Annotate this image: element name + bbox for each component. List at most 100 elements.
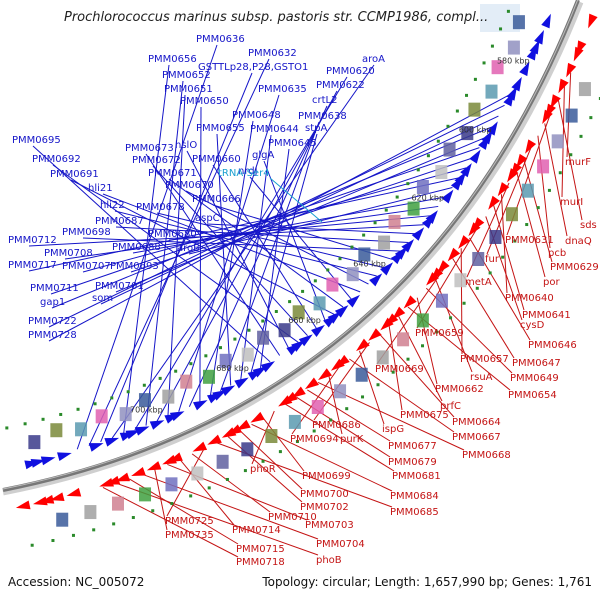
forward-gene-label[interactable]: PMM0678 xyxy=(136,202,185,213)
reverse-gene-arrow[interactable] xyxy=(207,434,222,445)
forward-gene-label[interactable]: PMM0622 xyxy=(316,80,365,91)
forward-gene-label[interactable]: hslO xyxy=(175,140,197,151)
forward-gene-arrow[interactable] xyxy=(57,452,72,462)
reverse-gene-label[interactable]: PMM0694 xyxy=(290,434,339,445)
forward-gene-arrow[interactable] xyxy=(369,273,383,287)
forward-gene-label[interactable]: aspC xyxy=(195,213,220,224)
forward-gene-arrow[interactable] xyxy=(234,377,249,389)
forward-gene-label[interactable]: PMM0644 xyxy=(250,124,299,135)
forward-gene-label[interactable]: PMM0655 xyxy=(196,123,245,134)
forward-gene-arrow[interactable] xyxy=(88,443,104,452)
reverse-gene-arrow[interactable] xyxy=(437,260,450,274)
reverse-gene-label[interactable]: PMM0725 xyxy=(165,516,214,527)
reverse-gene-arrow[interactable] xyxy=(146,461,162,471)
reverse-gene-arrow[interactable] xyxy=(392,306,406,320)
forward-gene-label[interactable]: PMM0652 xyxy=(162,70,211,81)
reverse-gene-label[interactable]: por xyxy=(543,277,560,288)
forward-gene-arrow[interactable] xyxy=(104,437,120,447)
forward-gene-arrow[interactable] xyxy=(134,426,150,436)
forward-gene-label[interactable]: PMM0666 xyxy=(192,194,241,205)
forward-gene-label[interactable]: PMM0651 xyxy=(164,84,213,95)
forward-gene-label[interactable]: glgA xyxy=(252,150,274,161)
forward-gene-arrow[interactable] xyxy=(212,390,227,401)
reverse-gene-label[interactable]: phoR xyxy=(250,464,276,475)
reverse-gene-label[interactable]: cysD xyxy=(520,320,545,331)
reverse-gene-arrow[interactable] xyxy=(304,377,320,390)
reverse-gene-label[interactable]: PMM0657 xyxy=(460,354,509,365)
forward-gene-arrow[interactable] xyxy=(192,400,208,411)
forward-gene-arrow[interactable] xyxy=(394,246,408,260)
reverse-gene-arrow[interactable] xyxy=(335,354,350,367)
forward-gene-arrow[interactable] xyxy=(441,189,454,204)
forward-gene-label[interactable]: PMM0695 xyxy=(12,135,61,146)
forward-gene-arrow[interactable] xyxy=(541,13,551,29)
forward-gene-arrow[interactable] xyxy=(460,163,472,178)
reverse-gene-label[interactable]: PMM0647 xyxy=(512,358,561,369)
reverse-gene-label[interactable]: murI xyxy=(560,197,583,208)
reverse-gene-label[interactable]: PMM0681 xyxy=(392,471,441,482)
forward-gene-arrow[interactable] xyxy=(481,130,493,145)
reverse-gene-arrow[interactable] xyxy=(250,411,265,423)
forward-gene-arrow[interactable] xyxy=(519,61,530,77)
forward-gene-label[interactable]: crtL2 xyxy=(312,95,337,106)
forward-gene-label[interactable]: stpA xyxy=(305,123,327,134)
reverse-gene-label[interactable]: ispG xyxy=(382,424,404,435)
reverse-gene-label[interactable]: PMM0675 xyxy=(400,410,449,421)
forward-gene-arrow[interactable] xyxy=(169,411,185,422)
forward-gene-label[interactable]: PMM0701 xyxy=(95,281,144,292)
reverse-gene-label[interactable]: PMM0700 xyxy=(300,489,349,500)
forward-gene-label[interactable]: PMM0680 xyxy=(148,229,197,240)
reverse-gene-arrow[interactable] xyxy=(550,94,561,109)
forward-gene-label[interactable]: hli22 xyxy=(100,200,125,211)
reverse-gene-label[interactable]: PMM0685 xyxy=(390,507,439,518)
forward-gene-arrow[interactable] xyxy=(30,458,46,468)
forward-gene-label[interactable]: PMM0711 xyxy=(30,283,79,294)
reverse-gene-label[interactable]: PMM0649 xyxy=(510,373,559,384)
reverse-gene-label[interactable]: PMM0677 xyxy=(388,441,437,452)
forward-gene-label[interactable]: PMM0648 xyxy=(232,110,281,121)
reverse-gene-arrow[interactable] xyxy=(115,472,131,482)
reverse-gene-arrow[interactable] xyxy=(558,78,569,94)
reverse-gene-arrow[interactable] xyxy=(472,217,485,232)
forward-gene-arrow[interactable] xyxy=(327,311,342,324)
reverse-gene-arrow[interactable] xyxy=(516,153,528,169)
reverse-gene-label[interactable]: PMM0679 xyxy=(388,457,437,468)
forward-gene-label[interactable]: PMM0707 xyxy=(62,261,111,272)
forward-gene-label[interactable]: PMM0671 xyxy=(148,168,197,179)
forward-gene-label[interactable]: PMM0645 xyxy=(268,138,317,149)
reverse-gene-label[interactable]: PMM0668 xyxy=(462,450,511,461)
forward-gene-arrow[interactable] xyxy=(469,149,481,164)
reverse-gene-arrow[interactable] xyxy=(105,475,121,485)
forward-gene-label[interactable]: PMM0688 xyxy=(112,242,161,253)
reverse-gene-label[interactable]: fur xyxy=(485,254,500,265)
forward-gene-label[interactable]: PMM0691 xyxy=(50,169,99,180)
forward-gene-label[interactable]: PMM0693 xyxy=(110,261,159,272)
reverse-gene-label[interactable]: PMM0669 xyxy=(375,364,424,375)
forward-gene-label[interactable]: PMM0708 xyxy=(44,248,93,259)
reverse-gene-label[interactable]: PMM0640 xyxy=(505,293,554,304)
reverse-gene-arrow[interactable] xyxy=(32,496,48,506)
reverse-gene-arrow[interactable] xyxy=(497,182,510,197)
forward-gene-arrow[interactable] xyxy=(511,76,522,92)
reverse-gene-label[interactable]: PMM0659 xyxy=(415,328,464,339)
reverse-gene-label[interactable]: metA xyxy=(465,277,492,288)
reverse-gene-arrow[interactable] xyxy=(283,391,298,404)
reverse-gene-label[interactable]: PMM0629 xyxy=(550,262,599,273)
reverse-gene-label[interactable]: PMM0735 xyxy=(165,530,214,541)
reverse-gene-arrow[interactable] xyxy=(227,424,243,435)
reverse-gene-arrow[interactable] xyxy=(291,386,306,398)
forward-gene-label[interactable]: som xyxy=(92,293,113,304)
reverse-gene-label[interactable]: PMM0684 xyxy=(390,491,439,502)
reverse-gene-label[interactable]: PMM0710 xyxy=(268,512,317,523)
reverse-gene-arrow[interactable] xyxy=(545,103,556,119)
reverse-gene-label[interactable]: PMM0702 xyxy=(300,502,349,513)
reverse-gene-arrow[interactable] xyxy=(192,441,208,452)
forward-gene-arrow[interactable] xyxy=(334,305,349,318)
forward-gene-arrow[interactable] xyxy=(380,262,394,276)
forward-gene-label[interactable]: PMM0638 xyxy=(298,111,347,122)
reverse-gene-label[interactable]: PMM0641 xyxy=(522,310,571,321)
forward-gene-label[interactable]: PMM0636 xyxy=(196,34,245,45)
reverse-gene-arrow[interactable] xyxy=(525,139,537,154)
reverse-gene-arrow[interactable] xyxy=(49,492,65,502)
forward-gene-arrow[interactable] xyxy=(486,121,498,136)
